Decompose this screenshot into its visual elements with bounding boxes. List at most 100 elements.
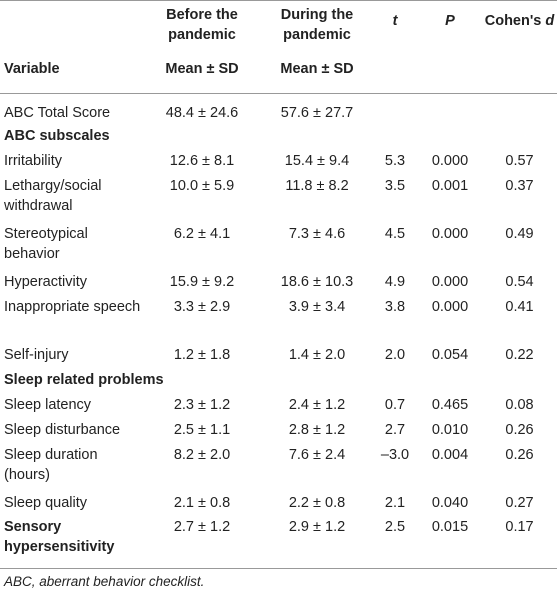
cohens-d-value: 0.37	[505, 178, 534, 194]
table-row: Irritability 12.6 ± 8.1 15.4 ± 9.4 5.3 0.000…	[0, 150, 557, 175]
cohens-d-value: 0.08	[505, 397, 534, 413]
cohens-d-value: 0.41	[505, 299, 534, 315]
row-label: Stereotypical behavior	[4, 226, 88, 262]
p-value: 0.000	[431, 299, 469, 315]
results-table: Before the pandemic During the pandemic t …	[0, 0, 557, 569]
p-value: 0.465	[431, 397, 469, 413]
during-value: 15.4 ± 9.4	[284, 153, 350, 169]
p-value: 0.054	[431, 347, 469, 363]
during-value: 11.8 ± 8.2	[285, 178, 349, 194]
row-label: ABC Total Score	[4, 105, 111, 121]
header-during-line2: pandemic	[283, 27, 351, 43]
t-value: 0.7	[384, 397, 406, 413]
during-value: 2.9 ± 1.2	[288, 519, 346, 535]
header-variable: Variable	[4, 61, 60, 77]
t-value: 2.7	[384, 422, 406, 438]
during-value: 1.4 ± 2.0	[288, 347, 346, 363]
t-value: 5.3	[384, 153, 406, 169]
row-label: Sleep latency	[4, 397, 92, 413]
row-label: Sensory hypersensitivity	[4, 519, 115, 555]
table-row: Inappropriate speech 3.3 ± 2.9 3.9 ± 3.4 3.…	[0, 296, 557, 344]
during-value: 2.8 ± 1.2	[288, 422, 346, 438]
header-cohens-d: Cohen's d	[482, 1, 557, 46]
p-value: 0.000	[431, 226, 469, 242]
t-value: 2.0	[384, 347, 406, 363]
before-value: 6.2 ± 4.1	[173, 226, 231, 242]
during-value: 57.6 ± 27.7	[280, 105, 354, 121]
table-header: Before the pandemic During the pandemic t …	[0, 0, 557, 94]
table-row: Sleep latency 2.3 ± 1.2 2.4 ± 1.2 0.7 0.465 0…	[0, 394, 557, 419]
before-value: 48.4 ± 24.6	[165, 105, 239, 121]
header-before-line2: pandemic	[168, 27, 236, 43]
cohens-d-value	[482, 94, 557, 126]
during-value: 3.9 ± 3.4	[288, 299, 346, 315]
table-row: Sensory hypersensitivity 2.7 ± 1.2 2.9 ± 1…	[0, 517, 557, 569]
table-row: Sleep quality 2.1 ± 0.8 2.2 ± 0.8 2.1 0.040 0…	[0, 492, 557, 517]
p-value: 0.010	[431, 422, 469, 438]
table-row: Self-injury 1.2 ± 1.8 1.4 ± 2.0 2.0 0.054 0.2…	[0, 344, 557, 369]
t-value: 2.5	[384, 519, 406, 535]
header-blank-d	[482, 45, 557, 94]
header-during-line1: During the	[280, 7, 354, 23]
cohens-d-value: 0.17	[505, 519, 534, 535]
header-during-stat: Mean ± SD	[280, 61, 354, 77]
row-label: Self-injury	[4, 347, 69, 363]
header-blank-p	[418, 45, 482, 94]
table-row: Sleep duration (hours) 8.2 ± 2.0 7.6 ± 2.4…	[0, 444, 557, 492]
table-row: Lethargy/social withdrawal 10.0 ± 5.9 11.8…	[0, 175, 557, 223]
row-label: Inappropriate speech	[4, 299, 141, 315]
p-value: 0.004	[431, 447, 469, 463]
during-value: 18.6 ± 10.3	[280, 274, 354, 290]
header-before-line1: Before the	[166, 7, 238, 23]
p-value: 0.000	[431, 153, 469, 169]
t-value: –3.0	[380, 447, 410, 463]
t-value: 4.5	[384, 226, 406, 242]
during-value: 2.4 ± 1.2	[288, 397, 346, 413]
row-label: Sleep disturbance	[4, 422, 121, 438]
cohens-d-value: 0.57	[505, 153, 534, 169]
header-cohens-d-symbol: d	[545, 13, 555, 29]
cohens-d-value: 0.49	[505, 226, 534, 242]
p-value: 0.000	[431, 274, 469, 290]
row-label: Sleep duration (hours)	[4, 447, 98, 483]
before-value: 2.7 ± 1.2	[173, 519, 231, 535]
cohens-d-value: 0.26	[505, 447, 534, 463]
before-value: 2.1 ± 0.8	[173, 495, 231, 511]
header-p: P	[445, 13, 455, 29]
header-spacer	[0, 1, 142, 46]
section-label: ABC subscales	[4, 128, 110, 144]
t-value: 3.5	[384, 178, 406, 194]
section-row: Sleep related problems	[0, 369, 557, 394]
table-footnote: ABC, aberrant behavior checklist.	[4, 574, 205, 589]
table-row: Hyperactivity 15.9 ± 9.2 18.6 ± 10.3 4.9 0.0…	[0, 271, 557, 296]
row-label: Sleep quality	[4, 495, 88, 511]
before-value: 2.5 ± 1.1	[173, 422, 231, 438]
p-value: 0.040	[431, 495, 469, 511]
header-t: t	[392, 13, 398, 29]
p-value: 0.001	[431, 178, 469, 194]
row-label: Irritability	[4, 153, 63, 169]
before-value: 10.0 ± 5.9	[169, 178, 235, 194]
before-value: 8.2 ± 2.0	[173, 447, 231, 463]
table-row: Sleep disturbance 2.5 ± 1.1 2.8 ± 1.2 2.7 0.…	[0, 419, 557, 444]
p-value	[418, 94, 482, 126]
before-value: 2.3 ± 1.2	[173, 397, 231, 413]
p-value: 0.015	[431, 519, 469, 535]
during-value: 7.6 ± 2.4	[288, 447, 346, 463]
table-row: ABC Total Score 48.4 ± 24.6 57.6 ± 27.7	[0, 94, 557, 126]
cohens-d-value: 0.54	[505, 274, 534, 290]
header-before: Before the pandemic	[142, 1, 262, 46]
t-value: 4.9	[384, 274, 406, 290]
t-value: 3.8	[384, 299, 406, 315]
row-label: Lethargy/social withdrawal	[4, 178, 102, 214]
during-value: 2.2 ± 0.8	[288, 495, 346, 511]
section-row: ABC subscales	[0, 125, 557, 150]
during-value: 7.3 ± 4.6	[288, 226, 346, 242]
before-value: 1.2 ± 1.8	[173, 347, 231, 363]
table-body: ABC Total Score 48.4 ± 24.6 57.6 ± 27.7 ABC…	[0, 94, 557, 569]
header-blank-t	[372, 45, 418, 94]
before-value: 12.6 ± 8.1	[169, 153, 235, 169]
t-value	[372, 94, 418, 126]
t-value: 2.1	[384, 495, 406, 511]
